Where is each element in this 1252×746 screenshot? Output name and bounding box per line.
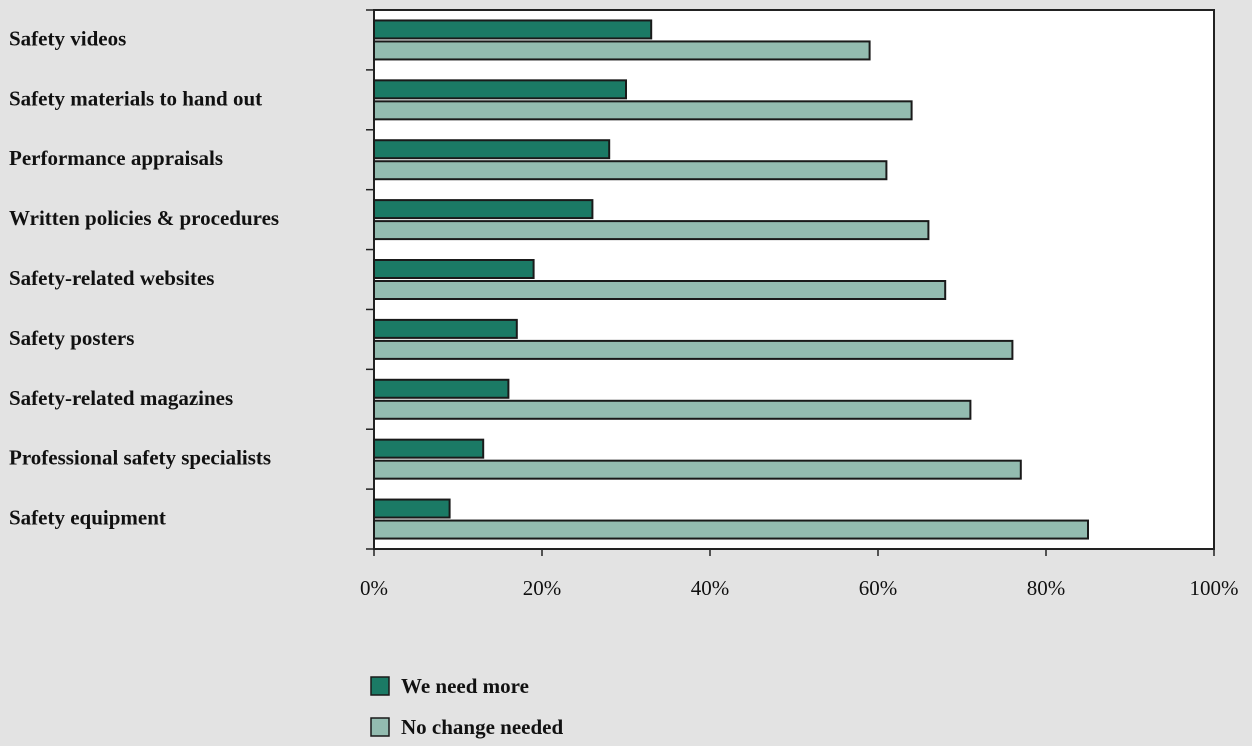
bar-no-change-needed bbox=[373, 160, 888, 181]
bar-no-change-needed bbox=[373, 280, 947, 300]
x-axis: 0% 20% 40% 60% 80% 100% bbox=[360, 9, 1239, 600]
x-tick-label: 100% bbox=[1190, 576, 1239, 600]
bar-we-need-more bbox=[373, 199, 594, 220]
plot-area bbox=[373, 9, 1215, 550]
x-tick-label: 40% bbox=[691, 576, 730, 600]
bar-no-change-needed bbox=[373, 339, 1014, 360]
legend-label: No change needed bbox=[401, 715, 563, 739]
category-label: Safety materials to hand out bbox=[9, 86, 262, 110]
category-label: Safety equipment bbox=[9, 506, 166, 530]
legend: We need more No change needed bbox=[370, 674, 563, 739]
bar-we-need-more bbox=[373, 19, 653, 40]
legend-label: We need more bbox=[401, 674, 529, 698]
category-label: Safety posters bbox=[9, 326, 134, 350]
bar-no-change-needed bbox=[373, 519, 1089, 540]
bar-no-change-needed bbox=[373, 40, 871, 61]
x-tick-label: 0% bbox=[360, 576, 388, 600]
bar-no-change-needed bbox=[373, 100, 913, 121]
bar-we-need-more bbox=[373, 139, 611, 160]
bar-we-need-more bbox=[373, 79, 627, 100]
category-label: Performance appraisals bbox=[9, 146, 223, 170]
bar-we-need-more bbox=[373, 378, 510, 399]
category-label: Safety-related websites bbox=[9, 266, 214, 290]
bars bbox=[373, 19, 1089, 540]
bar-we-need-more bbox=[373, 318, 518, 339]
category-label: Written policies & procedures bbox=[9, 206, 279, 230]
bar-no-change-needed bbox=[373, 399, 972, 420]
bar-no-change-needed bbox=[373, 459, 1022, 480]
category-labels: Safety videos Safety materials to hand ou… bbox=[9, 26, 279, 529]
bar-we-need-more bbox=[373, 438, 485, 459]
category-label: Safety videos bbox=[9, 26, 126, 50]
x-tick-label: 60% bbox=[859, 576, 898, 600]
x-tick-label: 80% bbox=[1027, 576, 1066, 600]
bar-no-change-needed bbox=[373, 220, 930, 241]
bar-we-need-more bbox=[373, 498, 451, 519]
category-label: Safety-related magazines bbox=[9, 386, 233, 410]
legend-swatch bbox=[370, 676, 390, 696]
x-tick-label: 20% bbox=[523, 576, 562, 600]
category-label: Professional safety specialists bbox=[9, 446, 271, 470]
legend-swatch bbox=[370, 717, 390, 737]
bar-we-need-more bbox=[373, 259, 535, 279]
